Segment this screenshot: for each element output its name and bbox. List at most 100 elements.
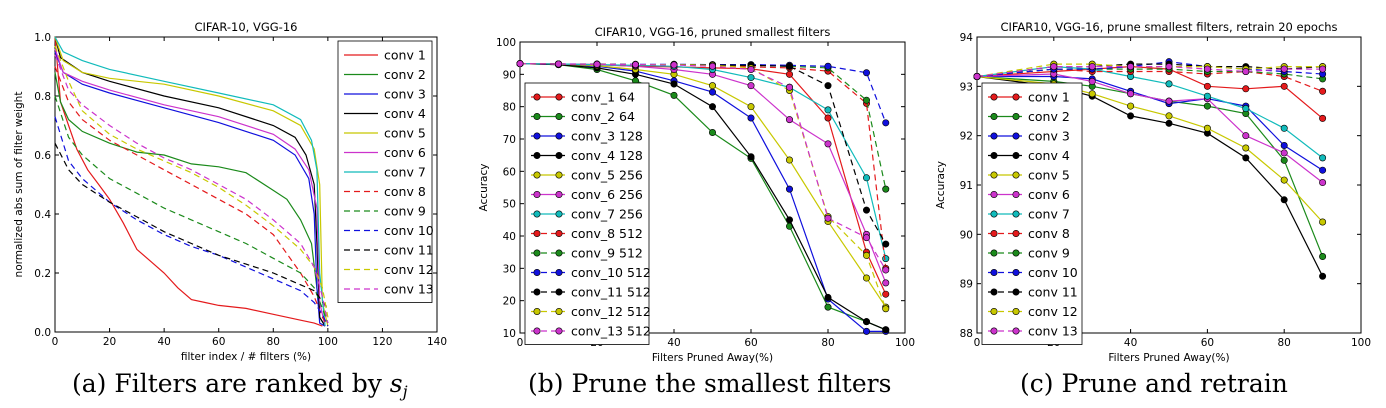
data-point-c-conv-4 [1319, 272, 1327, 280]
y-tick-label-b: 50 [503, 199, 516, 211]
x-tick-label-b: 0 [517, 337, 524, 349]
data-point-b-conv-6-256 [747, 82, 755, 90]
data-point-c-conv-4 [1280, 196, 1288, 204]
data-point-c-conv-5 [1280, 176, 1288, 184]
legend-label-c-conv-4: conv 4 [1028, 148, 1070, 163]
legend-marker-c-conv-11 [990, 288, 998, 296]
data-point-c-conv-5 [1203, 124, 1211, 132]
y-tick-label-b: 60 [503, 166, 516, 178]
series-line-a-conv-5 [54, 36, 329, 327]
legend-marker-c-conv-8 [990, 230, 998, 238]
y-axis-label-b: Accuracy [478, 164, 490, 212]
legend-marker-c-conv-5 [1012, 171, 1020, 179]
data-point-b-conv-1-64 [785, 70, 793, 78]
data-point-b-conv-5-256 [708, 82, 716, 90]
legend-marker-c-conv-6 [990, 191, 998, 199]
x-axis-label-b: Filters Pruned Away(%) [652, 352, 773, 364]
legend-marker-c-conv-4 [990, 152, 998, 160]
data-point-c-conv-2 [1280, 156, 1288, 164]
data-point-b-conv-7-256 [882, 255, 890, 263]
data-point-b-conv-6-256 [882, 279, 890, 287]
x-tick-label-c: 60 [1201, 337, 1214, 349]
data-point-c-conv-7 [1319, 154, 1327, 162]
x-tick-label-b: 40 [667, 337, 680, 349]
data-point-c-conv-6 [1280, 149, 1288, 157]
data-point-b-conv-7-256 [747, 74, 755, 82]
series-line-a-conv-3 [54, 51, 326, 327]
data-point-c-conv-7 [1165, 80, 1173, 88]
data-point-c-conv-13 [1050, 63, 1058, 71]
data-point-b-conv-3-128 [708, 88, 716, 96]
legend-marker-b-conv-6-256 [555, 191, 563, 199]
panel-c-prune-retrain-chart: CIFAR10, VGG-16, prune smallest filters,… [935, 20, 1371, 364]
data-point-b-conv-13-512 [516, 60, 524, 68]
legend-marker-b-conv-10-512 [533, 268, 541, 276]
legend-marker-b-conv-10-512 [555, 268, 563, 276]
x-tick-label-a: 80 [267, 336, 280, 348]
data-point-b-conv-4-128 [882, 326, 890, 334]
y-tick-label-c: 88 [960, 328, 973, 340]
data-point-c-conv-13 [1242, 68, 1250, 76]
data-point-c-conv-13 [1203, 65, 1211, 73]
legend-marker-c-conv-10 [990, 268, 998, 276]
data-point-b-conv-4-128 [670, 80, 678, 88]
data-point-c-conv-6 [1319, 179, 1327, 187]
data-point-c-conv-3 [1319, 166, 1327, 174]
data-point-c-conv-7 [1242, 105, 1250, 113]
data-point-c-conv-6 [1165, 97, 1173, 105]
legend-marker-b-conv-7-256 [555, 210, 563, 218]
legend-label-c-conv-11: conv 11 [1028, 285, 1078, 300]
data-point-b-conv-5-256 [785, 156, 793, 164]
legend-label-b-conv-10-512: conv_10 512 [571, 265, 651, 280]
series-line-a-conv-10 [54, 116, 329, 327]
x-tick-label-c: 40 [1124, 337, 1137, 349]
y-tick-label-c: 94 [960, 32, 974, 44]
data-point-c-conv-13 [1165, 63, 1173, 71]
data-point-b-conv-6-256 [785, 116, 793, 124]
legend-label-c-conv-1: conv 1 [1028, 90, 1070, 105]
x-tick-label-a: 120 [372, 336, 392, 348]
legend-label-a-conv-5: conv 5 [384, 126, 426, 141]
data-point-c-conv-1 [1203, 82, 1211, 90]
data-point-b-conv-13-512 [785, 83, 793, 91]
y-tick-label-c: 89 [960, 279, 973, 291]
legend-marker-b-conv-3-128 [555, 132, 563, 140]
legend-label-c-conv-6: conv 6 [1028, 187, 1070, 202]
y-tick-label-b: 40 [503, 231, 516, 243]
panel-a-filter-ranking-chart: CIFAR-10, VGG-16 0 20 40 60 80 100 120 140 0.0 0.2… [13, 20, 447, 363]
legend-marker-c-conv-13 [990, 327, 998, 335]
x-tick-label-a: 0 [52, 336, 59, 348]
legend-marker-b-conv-1-64 [555, 93, 563, 101]
y-tick-label-c: 91 [960, 180, 973, 192]
data-point-b-conv-11-512 [862, 206, 870, 214]
data-point-b-conv-13-512 [708, 62, 716, 70]
legend-marker-c-conv-1 [1012, 93, 1020, 101]
data-point-b-conv-4-128 [747, 153, 755, 161]
legend-marker-c-conv-7 [990, 210, 998, 218]
legend-marker-c-conv-3 [990, 132, 998, 140]
data-point-b-conv-7-256 [862, 174, 870, 182]
panel-b-prune-smallest-chart: CIFAR10, VGG-16, pruned smallest filters… [478, 25, 915, 364]
data-point-b-conv-9-512 [882, 185, 890, 193]
x-tick-label-c: 80 [1278, 337, 1291, 349]
legend-label-a-conv-12: conv 12 [384, 262, 434, 277]
legend-label-a-conv-4: conv 4 [384, 106, 426, 121]
data-point-b-conv-2-64 [708, 129, 716, 137]
y-tick-label-a: 0.6 [34, 150, 51, 162]
data-point-c-conv-2 [1319, 253, 1327, 261]
legend-label-a-conv-1: conv 1 [384, 48, 426, 63]
legend-label-c-conv-5: conv 5 [1028, 168, 1070, 183]
data-point-b-conv-4-128 [708, 103, 716, 111]
data-point-b-conv-13-512 [747, 65, 755, 73]
x-axis-label-c: Filters Pruned Away(%) [1108, 352, 1229, 364]
legend-marker-c-conv-10 [1012, 268, 1020, 276]
legend-label-a-conv-6: conv 6 [384, 145, 426, 160]
legend-marker-c-conv-13 [1012, 327, 1020, 335]
legend-marker-b-conv-8-512 [555, 230, 563, 238]
legend-marker-c-conv-4 [1012, 152, 1020, 160]
caption-c: (c) Prune and retrain [1020, 369, 1288, 398]
legend-marker-c-conv-3 [1012, 132, 1020, 140]
x-tick-label-b: 60 [744, 337, 757, 349]
legend-label-a-conv-10: conv 10 [384, 223, 434, 238]
